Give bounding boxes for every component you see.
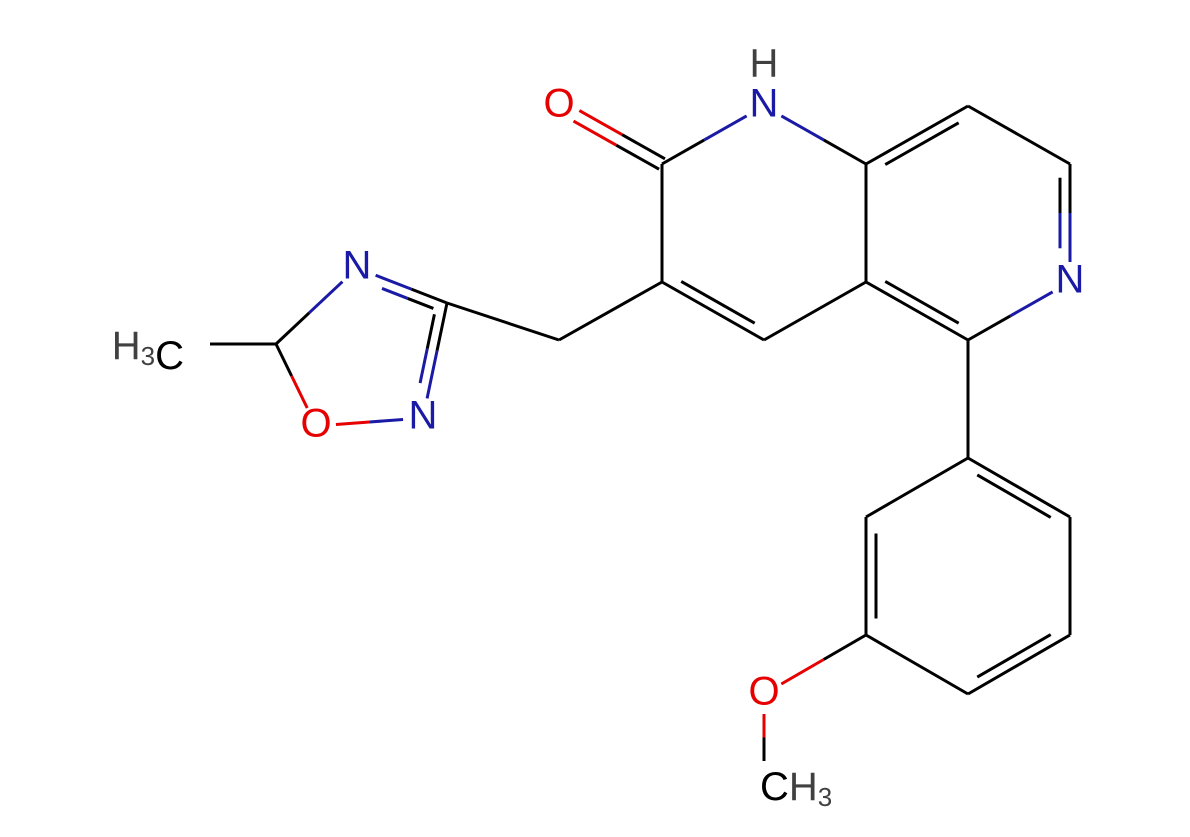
svg-text:H3C: H3C (112, 324, 184, 378)
svg-text:N: N (1056, 258, 1085, 302)
svg-text:CH3: CH3 (760, 765, 832, 812)
svg-text:N: N (409, 394, 438, 438)
svg-text:O: O (543, 82, 574, 126)
chemical-structure-canvas: ONHNOCH3NONH3C (0, 0, 1190, 837)
svg-text:N: N (343, 244, 372, 288)
svg-text:N: N (750, 82, 779, 126)
svg-text:O: O (748, 670, 779, 714)
svg-text:H: H (750, 42, 779, 86)
svg-text:O: O (300, 402, 331, 446)
